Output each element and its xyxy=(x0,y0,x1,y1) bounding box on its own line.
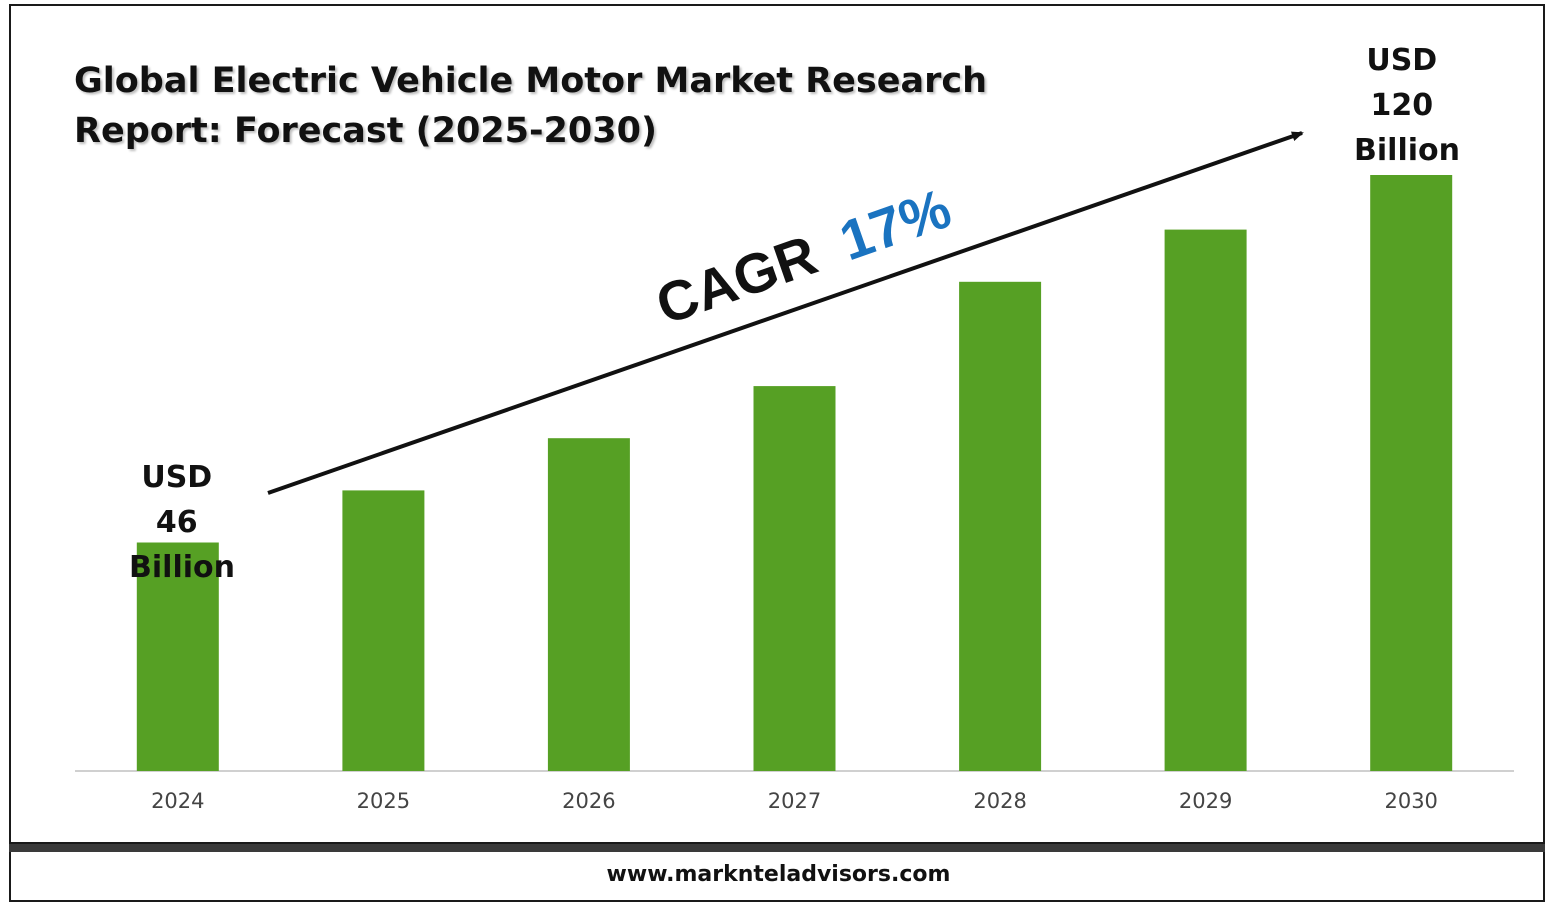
end-label-line: 120 xyxy=(1370,88,1433,123)
start-label-line: 46 xyxy=(156,505,198,540)
bar-2030 xyxy=(1370,175,1453,771)
x-tick-label: 2029 xyxy=(1179,789,1232,813)
start-label-line: USD xyxy=(141,460,212,495)
bar-2024 xyxy=(136,542,219,771)
cagr-prefix: CAGR xyxy=(648,223,824,337)
x-tick-label: 2028 xyxy=(973,789,1026,813)
x-tick-label: 2027 xyxy=(768,789,821,813)
x-tick-label: 2026 xyxy=(562,789,615,813)
bar-2029 xyxy=(1164,229,1247,772)
footer-frame xyxy=(9,852,1545,902)
start-value-label: USD 46 Billion xyxy=(129,460,235,585)
end-label-line: Billion xyxy=(1354,133,1460,168)
x-tick-label: 2025 xyxy=(357,789,410,813)
cagr-arrow xyxy=(267,131,1304,495)
chart-title: Global Electric Vehicle Motor Market Res… xyxy=(74,61,988,151)
bar-2027 xyxy=(753,386,836,771)
footer-website: www.marknteladvisors.com xyxy=(606,862,951,887)
x-tick-label: 2024 xyxy=(151,789,204,813)
bar-2025 xyxy=(342,490,425,771)
cagr-annotation: CAGR 17% xyxy=(648,176,958,336)
start-label-line: Billion xyxy=(129,550,235,585)
end-label-line: USD xyxy=(1366,43,1437,78)
bar-2028 xyxy=(959,281,1042,771)
frame-shadow xyxy=(9,844,1545,852)
end-value-label: USD 120 Billion xyxy=(1354,43,1460,168)
x-tick-label: 2030 xyxy=(1384,789,1437,813)
bar-2026 xyxy=(547,438,630,771)
